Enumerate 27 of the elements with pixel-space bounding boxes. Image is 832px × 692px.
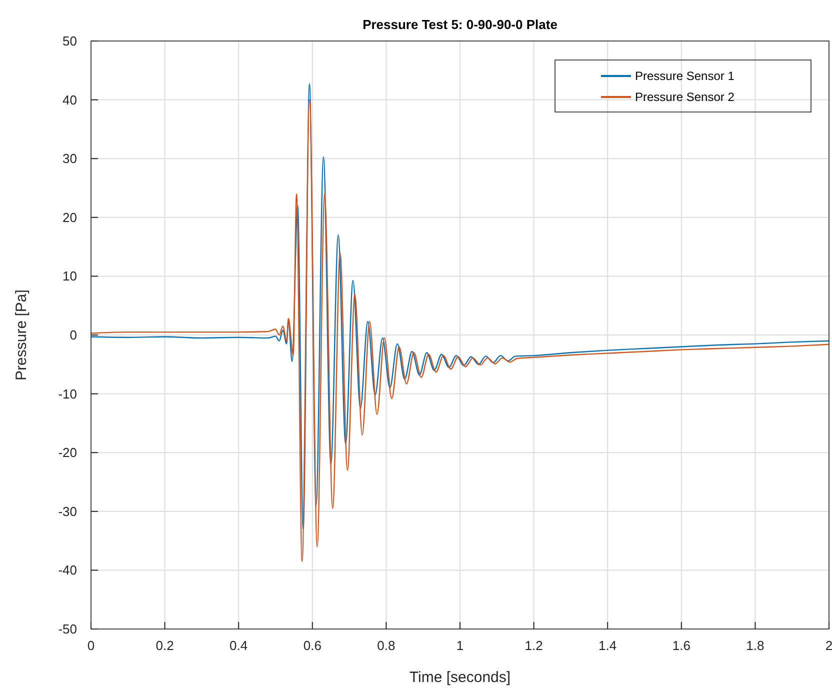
y-tick-label: 50: [62, 34, 77, 48]
y-tick-label: -50: [58, 622, 77, 636]
y-tick-label: -40: [58, 562, 77, 578]
y-tick-label: -30: [58, 504, 77, 519]
x-tick-label: 1.2: [524, 638, 543, 653]
y-tick-label: 40: [62, 92, 77, 108]
legend-label: Pressure Sensor 1: [635, 69, 735, 84]
x-tick-label: 2: [825, 638, 832, 653]
y-axis-title: Pressure [Pa]: [13, 290, 30, 380]
x-tick-label: 1.4: [598, 638, 617, 653]
y-tick-label: 20: [62, 210, 77, 225]
x-tick-label: 0.8: [377, 638, 396, 653]
y-tick-label: 0: [70, 328, 77, 342]
x-tick-label: 0: [87, 638, 95, 653]
y-tick-label: 30: [62, 151, 77, 166]
chart-title: Pressure Test 5: 0-90-90-0 Plate: [362, 17, 558, 32]
x-tick-label: 1.8: [746, 638, 764, 653]
y-tick-label: -20: [58, 445, 77, 460]
legend-label: Pressure Sensor 2: [635, 90, 735, 104]
x-tick-label: 1: [456, 638, 464, 653]
y-tick-label: 10: [62, 268, 77, 284]
x-tick-label: 0.4: [230, 638, 248, 653]
x-axis-title: Time [seconds]: [409, 669, 511, 686]
x-tick-label: 0.2: [156, 638, 174, 653]
x-tick-label: 0.6: [303, 638, 322, 653]
y-tick-label: -10: [58, 386, 77, 402]
x-tick-label: 1.6: [672, 638, 690, 653]
